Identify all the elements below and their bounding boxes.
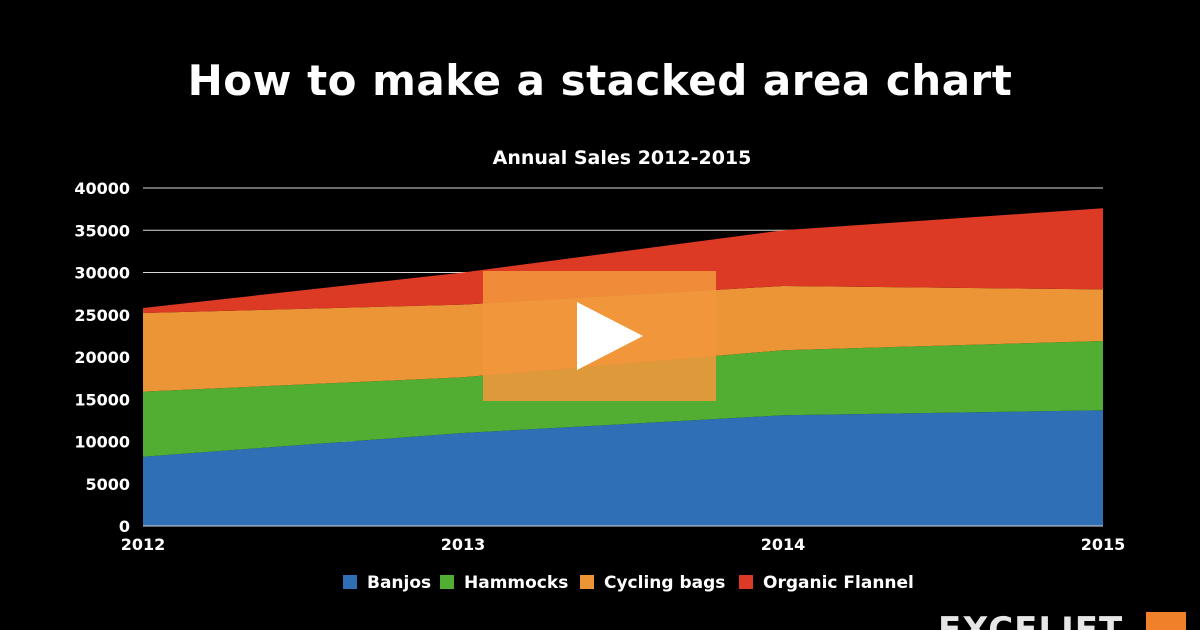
y-tick-label: 10000 [74, 433, 130, 452]
y-tick-label: 0 [119, 517, 130, 536]
brand-logo: EXCELJET [938, 604, 1200, 630]
legend-item-organic-flannel: Organic Flannel [739, 573, 914, 593]
video-title: How to make a stacked area chart [187, 56, 1013, 105]
legend-swatch [739, 575, 753, 589]
x-tick-label: 2015 [1081, 535, 1126, 554]
area-series-banjos [143, 410, 1103, 526]
x-tick-label: 2014 [761, 535, 806, 554]
legend-swatch [343, 575, 357, 589]
legend-label: Banjos [367, 573, 431, 593]
brand-mark-icon [1146, 612, 1186, 630]
legend: Banjos Hammocks Cycling bags Organic Flanne… [343, 573, 914, 593]
chart-title: Annual Sales 2012-2015 [493, 147, 752, 169]
y-tick-label: 5000 [85, 475, 130, 494]
y-tick-label: 15000 [74, 390, 130, 409]
legend-item-banjos: Banjos [343, 573, 431, 593]
area-series-organic-flannel [143, 208, 1103, 314]
legend-label: Cycling bags [604, 573, 725, 593]
axes: 0 5000 10000 15000 20000 25000 30000 35000 40000… [74, 179, 1125, 554]
legend-swatch [580, 575, 594, 589]
legend-label: Organic Flannel [763, 573, 914, 593]
y-tick-label: 40000 [74, 179, 130, 198]
legend-item-hammocks: Hammocks [440, 573, 568, 593]
y-tick-label: 35000 [74, 221, 130, 240]
legend-item-cycling-bags: Cycling bags [580, 573, 725, 593]
play-button[interactable] [483, 271, 716, 401]
legend-label: Hammocks [464, 573, 568, 593]
legend-swatch [440, 575, 454, 589]
play-icon [577, 302, 643, 370]
brand-name: EXCELJET [938, 610, 1124, 630]
y-tick-label: 25000 [74, 306, 130, 325]
x-tick-label: 2013 [441, 535, 486, 554]
x-tick-label: 2012 [121, 535, 166, 554]
y-tick-label: 20000 [74, 348, 130, 367]
y-tick-label: 30000 [74, 264, 130, 283]
